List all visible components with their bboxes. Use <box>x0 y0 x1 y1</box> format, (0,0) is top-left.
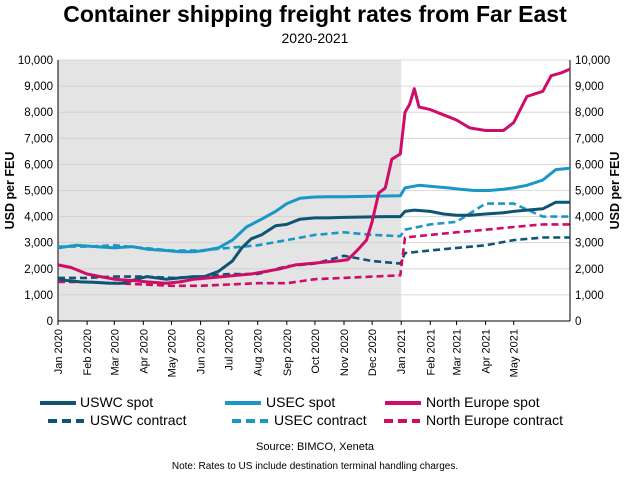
y-tick-label-left: 10,000 <box>18 55 53 67</box>
y-tick-label-right: 2,000 <box>575 264 604 276</box>
y-tick-label-right: 3,000 <box>575 238 604 250</box>
y-tick-label-right: 5,000 <box>575 186 604 198</box>
y-tick-label-left: 1,000 <box>24 290 53 302</box>
y-tick-label-right: 9,000 <box>575 81 604 93</box>
chart-subtitle: 2020-2021 <box>281 30 349 46</box>
x-tick-label: May 2021 <box>509 329 521 377</box>
legend-label-uswc-spot: USWC spot <box>80 394 154 410</box>
series-line-uswc-spot <box>57 200 570 285</box>
y-tick-label-left: 2,000 <box>24 264 53 276</box>
legend-swatch-neur-spot <box>385 401 421 405</box>
x-tick-label: Aug 2020 <box>253 329 265 376</box>
x-tick-label: Jun 2020 <box>196 329 208 374</box>
y-tick-label-right: 8,000 <box>575 107 604 119</box>
chart-title: Container shipping freight rates from Fa… <box>63 1 567 27</box>
y-tick-label-left: 0 <box>47 316 53 328</box>
legend-label-usec-contract: USEC contract <box>274 412 367 428</box>
x-tick-label: Feb 2021 <box>425 329 437 375</box>
legend-label-neur-spot: North Europe spot <box>426 394 540 410</box>
legend: USWC spot USEC spot North Europe spot US… <box>0 394 630 434</box>
x-tick-label: May 2020 <box>166 329 178 377</box>
x-tick-label: Nov 2020 <box>339 329 351 376</box>
line-chart: 0 0 1,000 1,000 2,000 2,000 3,000 3,000 4,000 4,0… <box>3 55 622 377</box>
series-line-usec-spot <box>57 166 571 254</box>
y-tick-label-left: 5,000 <box>24 186 53 198</box>
legend-label-uswc-contract: USWC contract <box>90 412 187 428</box>
y-tick-label-right: 6,000 <box>575 159 604 171</box>
y-tick-label-right: 0 <box>575 316 581 328</box>
y-tick-label-left: 9,000 <box>24 81 53 93</box>
y-tick-label-left: 7,000 <box>24 133 53 145</box>
x-tick-label: Oct 2020 <box>310 329 322 374</box>
y-axis-title-right: USD per FEU <box>608 152 622 230</box>
y-tick-label-left: 4,000 <box>24 212 53 224</box>
legend-label-usec-spot: USEC spot <box>266 394 336 410</box>
y-tick-label-right: 4,000 <box>575 212 604 224</box>
source-text: Source: BIMCO, Xeneta <box>256 441 374 453</box>
x-tick-label: Dec 2020 <box>367 329 379 376</box>
x-tick-label: Jan 2021 <box>396 329 408 374</box>
series-line-north-europe-contract <box>58 223 570 288</box>
y-axis-title-left: USD per FEU <box>3 152 17 230</box>
legend-label-neur-contract: North Europe contract <box>426 412 563 428</box>
x-tick-label: Mar 2021 <box>452 329 464 375</box>
x-tick-label: Mar 2020 <box>109 329 121 375</box>
legend-swatch-usec-contract <box>232 419 268 423</box>
y-tick-label-right: 1,000 <box>575 290 604 302</box>
x-tick-label: Sep 2020 <box>282 329 294 376</box>
x-tick-label: Feb 2020 <box>82 329 94 375</box>
legend-swatch-uswc-spot <box>40 401 76 405</box>
series-line-north-europe-spot <box>57 67 571 285</box>
y-tick-label-left: 6,000 <box>24 159 53 171</box>
y-tick-label-left: 8,000 <box>24 107 53 119</box>
y-tick-label-right: 7,000 <box>575 133 604 145</box>
legend-swatch-usec-spot <box>225 401 261 405</box>
x-tick-label: Jul 2020 <box>224 329 236 371</box>
x-tick-label: Jan 2020 <box>53 329 65 374</box>
y-tick-label-left: 3,000 <box>24 238 53 250</box>
x-tick-label: Apr 2021 <box>481 329 493 374</box>
y-tick-label-right: 10,000 <box>575 55 610 67</box>
legend-swatch-neur-contract <box>384 419 420 423</box>
legend-swatch-uswc-contract <box>48 419 84 423</box>
x-tick-label: Apr 2020 <box>138 329 150 374</box>
note-text: Note: Rates to US include destination te… <box>171 461 459 472</box>
